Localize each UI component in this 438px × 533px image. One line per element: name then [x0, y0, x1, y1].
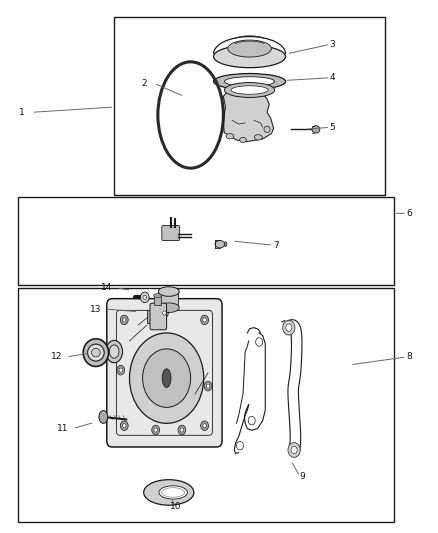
Circle shape [117, 366, 125, 375]
Bar [159, 292, 178, 308]
Bar [114, 17, 385, 195]
FancyBboxPatch shape [150, 303, 166, 330]
Ellipse shape [254, 135, 262, 140]
Circle shape [119, 368, 123, 372]
Ellipse shape [88, 344, 104, 361]
Ellipse shape [226, 134, 234, 139]
FancyBboxPatch shape [107, 298, 222, 447]
Ellipse shape [231, 86, 268, 94]
Ellipse shape [106, 341, 123, 363]
Text: 14: 14 [101, 283, 113, 292]
Circle shape [201, 315, 208, 325]
Circle shape [256, 338, 263, 346]
Circle shape [203, 424, 206, 428]
Circle shape [154, 428, 157, 432]
Ellipse shape [92, 349, 100, 357]
Ellipse shape [99, 410, 108, 423]
Text: 8: 8 [406, 352, 412, 361]
Ellipse shape [240, 138, 246, 143]
Circle shape [206, 384, 210, 388]
Bar [153, 296, 161, 305]
Ellipse shape [264, 126, 270, 133]
Circle shape [152, 425, 159, 435]
Text: 1: 1 [19, 108, 25, 117]
Text: 6: 6 [406, 209, 412, 218]
Text: 7: 7 [273, 241, 279, 250]
Circle shape [283, 320, 295, 335]
Circle shape [291, 446, 297, 454]
Circle shape [123, 318, 126, 322]
Ellipse shape [144, 480, 194, 505]
Circle shape [143, 295, 147, 300]
Text: 5: 5 [330, 123, 336, 132]
Ellipse shape [224, 83, 275, 98]
Ellipse shape [159, 486, 187, 499]
Ellipse shape [158, 303, 179, 312]
Text: 12: 12 [51, 352, 62, 361]
Text: 2: 2 [141, 78, 147, 87]
Ellipse shape [228, 40, 272, 57]
Circle shape [162, 311, 166, 315]
Ellipse shape [153, 294, 161, 298]
Circle shape [180, 428, 184, 432]
Circle shape [178, 425, 186, 435]
Ellipse shape [83, 339, 109, 367]
Ellipse shape [162, 369, 171, 387]
Text: 10: 10 [170, 502, 181, 511]
Circle shape [203, 318, 206, 322]
Bar [18, 288, 394, 522]
Ellipse shape [214, 74, 286, 90]
Circle shape [143, 349, 191, 407]
Circle shape [160, 308, 168, 318]
Text: 11: 11 [57, 424, 69, 433]
Circle shape [237, 441, 244, 450]
Circle shape [201, 421, 208, 431]
Ellipse shape [110, 345, 119, 358]
Ellipse shape [312, 126, 320, 133]
Bar [18, 197, 394, 285]
Circle shape [204, 381, 212, 391]
Circle shape [123, 424, 126, 428]
Circle shape [120, 315, 128, 325]
Ellipse shape [158, 287, 179, 296]
Bar [147, 310, 152, 324]
Text: 13: 13 [90, 304, 102, 313]
Text: 3: 3 [330, 40, 336, 49]
Polygon shape [223, 90, 274, 142]
Ellipse shape [224, 77, 275, 86]
Circle shape [120, 421, 128, 431]
Text: 4: 4 [330, 73, 336, 82]
Ellipse shape [215, 240, 225, 248]
Circle shape [248, 416, 255, 425]
Circle shape [141, 292, 149, 303]
Circle shape [130, 333, 204, 423]
Circle shape [288, 442, 300, 457]
Ellipse shape [214, 45, 286, 68]
Circle shape [286, 324, 292, 332]
FancyBboxPatch shape [162, 225, 180, 240]
Text: 9: 9 [299, 472, 305, 481]
Ellipse shape [224, 242, 227, 247]
